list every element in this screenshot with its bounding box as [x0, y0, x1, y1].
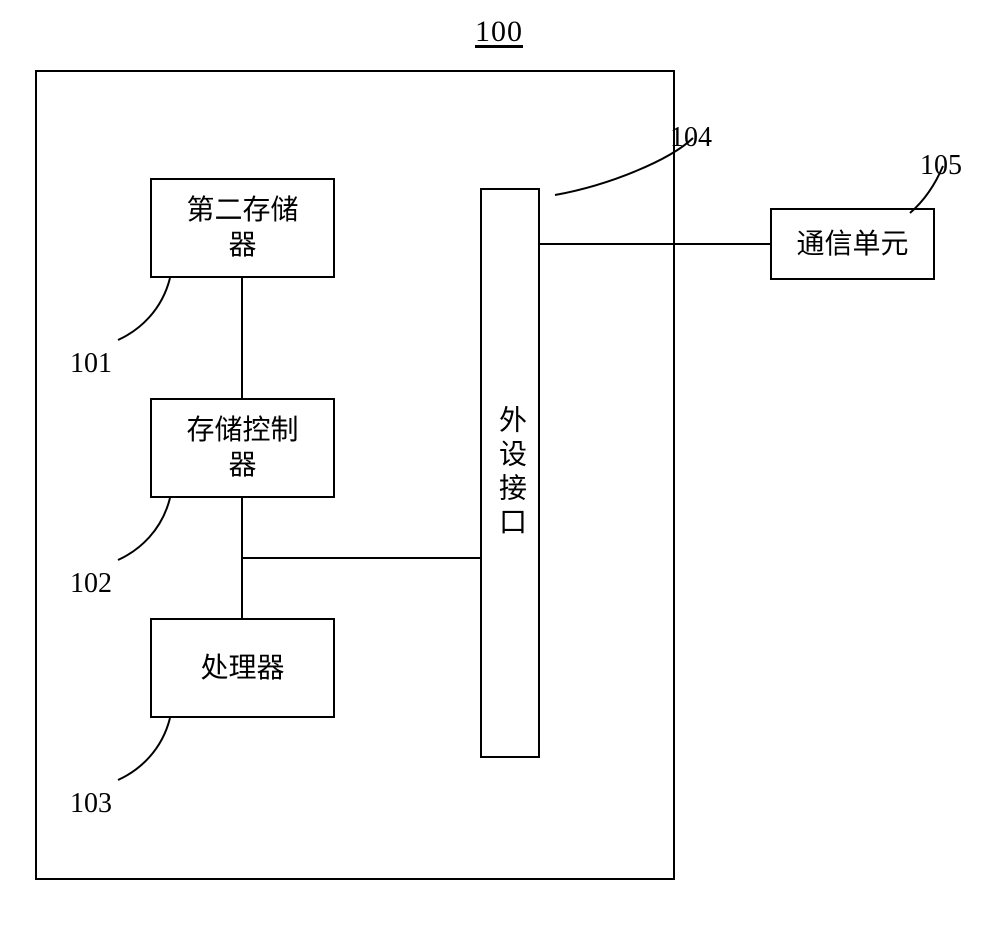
block-storage-controller-line2: 器 [186, 448, 298, 483]
block-processor: 处理器 [150, 618, 335, 718]
block-second-memory-line1: 第二存储 [186, 193, 298, 228]
outer-container [35, 70, 675, 880]
diagram-canvas: 100 第二存储 器 存储控制 器 处理器 外设接口 通信单元 101 102 … [0, 0, 1000, 926]
ref-label-104: 104 [670, 122, 712, 154]
block-comm-unit-line1: 通信单元 [796, 227, 908, 262]
block-peripheral-interface: 外设接口 [480, 188, 540, 758]
ref-label-102: 102 [70, 568, 112, 600]
block-second-memory-line2: 器 [186, 228, 298, 263]
block-comm-unit: 通信单元 [770, 208, 935, 280]
block-second-memory: 第二存储 器 [150, 178, 335, 278]
block-processor-line1: 处理器 [200, 651, 284, 686]
figure-title: 100 [475, 15, 523, 49]
block-storage-controller: 存储控制 器 [150, 398, 335, 498]
block-storage-controller-line1: 存储控制 [186, 413, 298, 448]
block-peripheral-interface-text: 外设接口 [490, 405, 530, 541]
ref-label-103: 103 [70, 788, 112, 820]
ref-label-105: 105 [920, 150, 962, 182]
ref-label-101: 101 [70, 348, 112, 380]
